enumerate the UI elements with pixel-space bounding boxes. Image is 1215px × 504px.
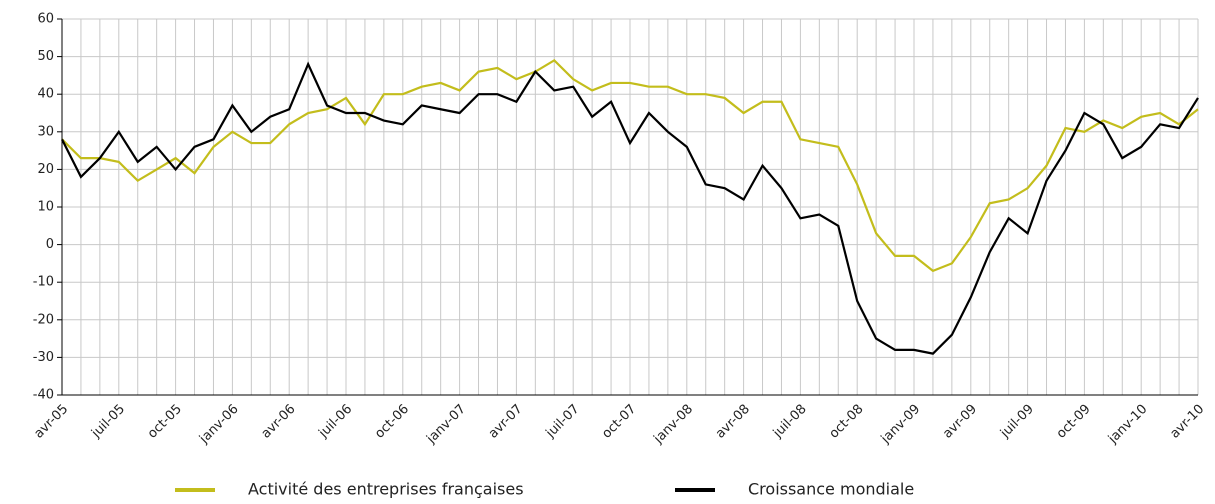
x-tick-label: janv-10: [1105, 402, 1151, 448]
y-tick-label: 20: [37, 162, 54, 177]
x-tick-label: avr-05: [31, 402, 71, 442]
y-tick-label: 0: [46, 237, 54, 252]
x-tick-label: oct-09: [1054, 402, 1094, 442]
x-tick-label: oct-08: [827, 402, 867, 442]
x-tick-label: janv-09: [878, 402, 924, 448]
x-tick-label: avr-09: [940, 402, 980, 442]
legend-label: Activité des entreprises françaises: [248, 480, 524, 499]
y-tick-label: 40: [37, 87, 54, 102]
x-tick-label: juil-09: [997, 402, 1037, 442]
y-tick-label: -40: [33, 388, 54, 403]
series-line: [61, 61, 1199, 355]
x-tick-label: avr-07: [486, 402, 526, 442]
x-tick-label: oct-05: [145, 402, 185, 442]
y-tick-label: -10: [33, 275, 54, 290]
x-tick-label: avr-06: [259, 402, 299, 442]
y-tick-label: -20: [33, 312, 54, 327]
x-tick-label: oct-06: [372, 402, 412, 442]
x-tick-label: avr-10: [1167, 402, 1207, 442]
y-tick-label: -30: [33, 350, 54, 365]
x-tick-label: avr-08: [713, 402, 753, 442]
x-tick-label: juil-05: [88, 402, 128, 442]
y-tick-label: 30: [37, 124, 54, 139]
x-tick-label: juil-06: [315, 402, 355, 442]
legend-label: Croissance mondiale: [748, 480, 914, 499]
series-line: [61, 58, 1199, 273]
y-tick-label: 60: [37, 12, 54, 27]
x-tick-label: juil-08: [770, 402, 810, 442]
x-tick-label: janv-08: [651, 402, 697, 448]
y-tick-label: 50: [37, 49, 54, 64]
y-tick-label: 10: [37, 200, 54, 215]
x-tick-label: oct-07: [599, 402, 639, 442]
x-tick-label: janv-07: [423, 402, 469, 448]
x-tick-label: janv-06: [196, 402, 242, 448]
x-tick-label: juil-07: [543, 402, 583, 442]
